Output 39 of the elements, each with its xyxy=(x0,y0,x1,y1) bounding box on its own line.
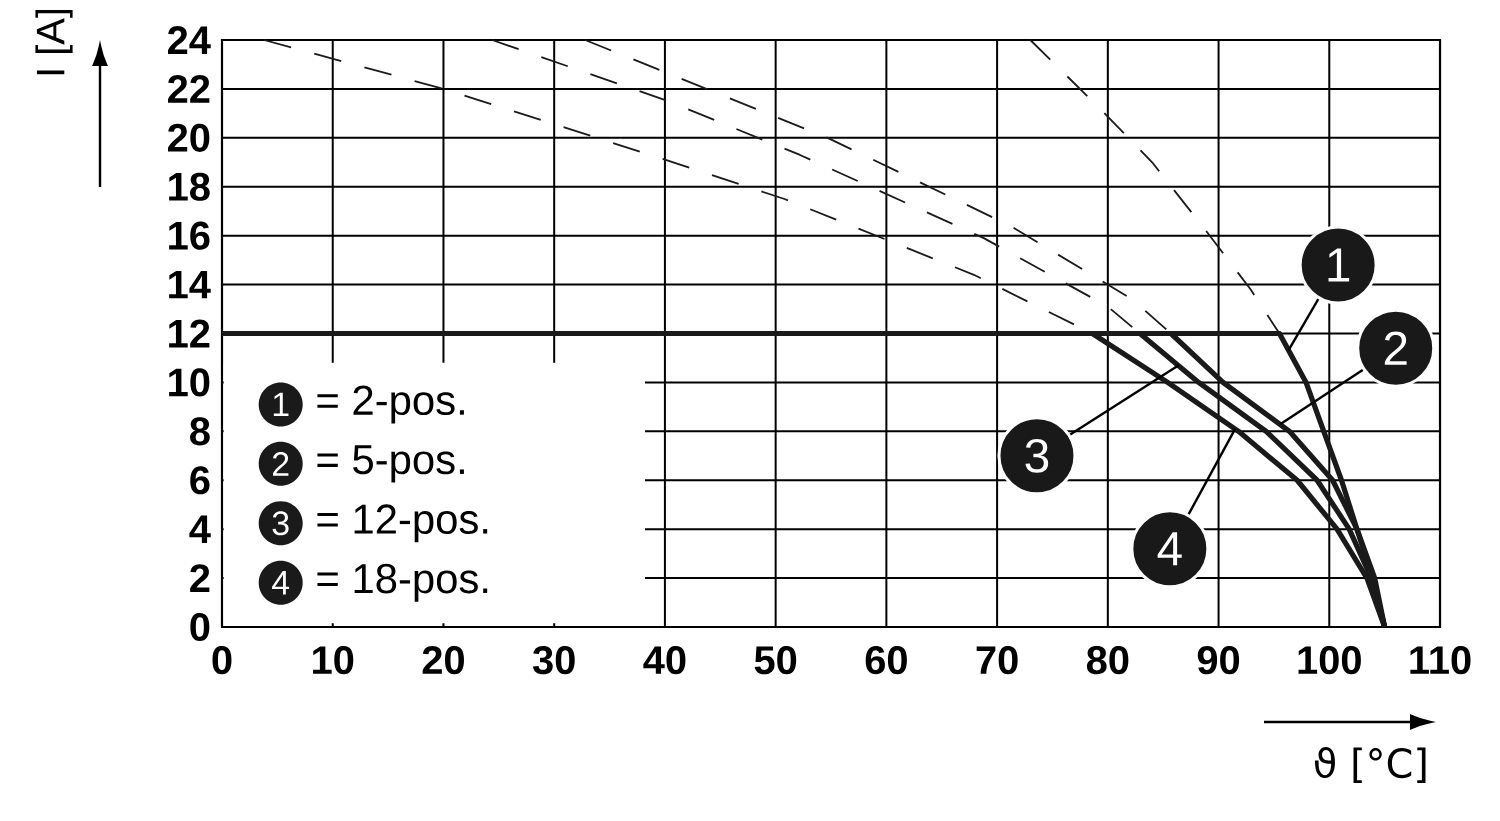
annotation: 2 xyxy=(1384,331,1407,365)
y-tick-label: 10 xyxy=(169,368,210,397)
y-tick-label: 2 xyxy=(190,564,210,592)
x-tick-label: 50 xyxy=(754,646,797,675)
annotation: 4 xyxy=(1157,532,1182,566)
y-tick-label: 14 xyxy=(169,270,211,299)
y-tick-label: 18 xyxy=(169,172,210,201)
y-tick-label: 12 xyxy=(169,319,210,348)
legend-label: = 2-pos. xyxy=(317,385,464,424)
legend-label: = 12-pos. xyxy=(317,504,488,543)
annotation: 3 xyxy=(1025,438,1049,473)
x-tick-label: 40 xyxy=(643,646,686,675)
x-tick-label: 90 xyxy=(1197,646,1240,675)
x-tick-label: 0 xyxy=(212,646,232,675)
x-tick-label: 30 xyxy=(532,646,575,675)
y-axis-title: I [A] xyxy=(35,9,73,75)
x-tick-label: 10 xyxy=(313,646,354,675)
x-tick-label: 70 xyxy=(976,646,1018,675)
text: 3 xyxy=(272,511,289,536)
y-tick-label: 16 xyxy=(169,221,210,250)
x-tick-label: 100 xyxy=(1298,646,1361,675)
text: 1 xyxy=(273,392,289,417)
legend-label: = 5-pos. xyxy=(317,445,464,483)
text: 2 xyxy=(272,452,289,476)
y-tick-label: 4 xyxy=(189,515,211,543)
x-tick-label: 80 xyxy=(1086,646,1129,675)
text: 4 xyxy=(272,571,290,595)
x-tick-label: 20 xyxy=(422,646,464,675)
y-tick-label: 6 xyxy=(190,466,210,495)
y-tick-label: 0 xyxy=(190,612,210,642)
x-tick-label: 110 xyxy=(1410,646,1471,675)
y-tick-label: 22 xyxy=(168,75,210,103)
x-tick-label: 60 xyxy=(865,646,907,675)
legend-label: = 18-pos. xyxy=(317,563,488,602)
y-tick-label: 8 xyxy=(190,417,210,446)
annotation: 1 xyxy=(1328,248,1350,282)
y-tick-label: 24 xyxy=(168,26,211,54)
x-axis-title: ϑ [°C] xyxy=(1314,747,1426,783)
y-tick-label: 20 xyxy=(168,123,210,152)
